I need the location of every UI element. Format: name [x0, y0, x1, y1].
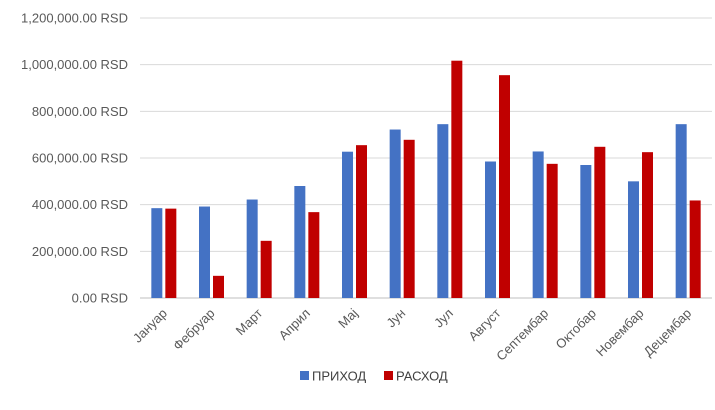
- legend-swatch: [300, 371, 309, 380]
- x-tick-label: Јануар: [130, 306, 170, 346]
- y-axis-ticks: 0.00 RSD 200,000.00 RSD 400,000.00 RSD 600,…: [21, 11, 128, 306]
- legend: ПРИХОД РАСХОД: [300, 369, 448, 384]
- x-tick-label: Фебруар: [170, 306, 218, 354]
- y-tick-label: 800,000.00 RSD: [32, 104, 128, 119]
- bar-prihod: [580, 165, 592, 298]
- bar-prihod: [151, 208, 163, 298]
- y-tick-label: 600,000.00 RSD: [32, 151, 128, 166]
- bar-prihod: [389, 129, 401, 298]
- bar-rashod: [499, 75, 510, 299]
- bar-rashod: [165, 208, 177, 298]
- bar-rashod: [260, 240, 272, 298]
- y-tick-label: 1,000,000.00 RSD: [21, 57, 128, 72]
- y-tick-label: 1,200,000.00 RSD: [21, 11, 128, 26]
- bar-rashod: [403, 139, 415, 298]
- x-tick-label: Децембар: [641, 306, 695, 360]
- legend-label: РАСХОД: [396, 369, 448, 384]
- bar-prihod: [485, 161, 496, 298]
- bar-rashod: [594, 146, 606, 298]
- y-tick-label: 400,000.00 RSD: [32, 197, 128, 212]
- x-tick-label: Септембар: [493, 306, 551, 364]
- x-tick-label: Април: [276, 306, 313, 343]
- bar-rashod: [642, 152, 653, 298]
- y-tick-label: 200,000.00 RSD: [32, 244, 128, 259]
- bar-prihod: [294, 186, 306, 298]
- x-axis-ticks: Јануар Фебруар Март Април Мај Јун Јул АвгустСеп…: [130, 305, 694, 363]
- bar-prihod: [675, 124, 687, 299]
- x-tick-label: Август: [465, 305, 503, 343]
- bar-prihod: [532, 151, 544, 298]
- x-tick-label: Мај: [335, 305, 361, 331]
- bar-prihod: [437, 124, 449, 299]
- bar-rashod: [451, 60, 463, 299]
- bar-prihod: [199, 206, 210, 298]
- gridlines: [140, 17, 712, 299]
- bar-rashod: [356, 145, 367, 298]
- bar-rashod: [308, 212, 320, 298]
- x-tick-label: Јул: [431, 306, 456, 331]
- x-tick-label: Март: [233, 305, 266, 338]
- x-tick-label: Јун: [383, 306, 408, 331]
- bar-rashod: [546, 163, 558, 298]
- bars: [151, 60, 701, 299]
- bar-prihod: [342, 151, 353, 298]
- bar-prihod: [628, 181, 639, 298]
- legend-label: ПРИХОД: [312, 369, 366, 384]
- y-tick-label: 0.00 RSD: [72, 291, 128, 306]
- legend-swatch: [384, 371, 393, 380]
- bar-rashod: [689, 200, 701, 298]
- bar-rashod: [213, 275, 224, 298]
- x-tick-label: Октобар: [553, 306, 599, 352]
- x-tick-label: Новембар: [593, 306, 647, 360]
- bar-prihod: [246, 199, 258, 298]
